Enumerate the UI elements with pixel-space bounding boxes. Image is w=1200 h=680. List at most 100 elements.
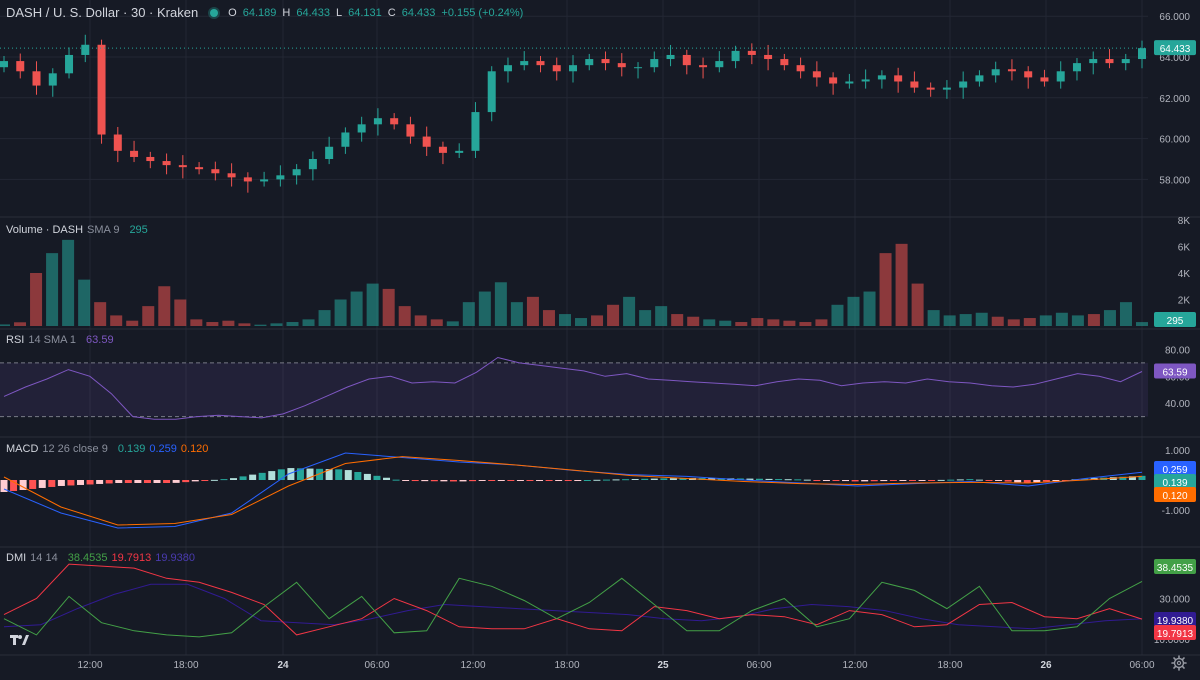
dmi-minus-badge: 19.7913 <box>1157 629 1194 640</box>
price-tick-label: 60.000 <box>1159 135 1190 146</box>
volume-bar <box>575 318 588 326</box>
candle-body <box>666 54 675 60</box>
macd-histogram-bar <box>115 480 123 483</box>
volume-bar <box>623 296 636 326</box>
macd-histogram-bar <box>966 479 974 481</box>
macd-histogram-bar <box>995 480 1003 481</box>
macd-histogram-bar <box>641 478 649 480</box>
candle-body <box>780 59 789 66</box>
volume-bar <box>687 316 700 326</box>
dmi-plus-value: 38.4535 <box>67 552 108 564</box>
macd-histogram-bar <box>411 480 419 482</box>
macd-histogram-bar <box>363 473 371 480</box>
volume-bar <box>767 319 780 326</box>
macd-histogram-bar <box>1052 480 1060 481</box>
volume-tick-label: 2K <box>1178 296 1191 307</box>
macd-histogram-bar <box>794 479 802 481</box>
macd-line-badge: 0.259 <box>1162 465 1187 476</box>
macd-histogram-bar <box>57 480 65 486</box>
macd-legend[interactable]: MACD 12 26 close 9 0.139 0.259 0.120 <box>6 443 208 455</box>
candle-body <box>650 59 659 68</box>
macd-histogram-bar <box>937 479 945 481</box>
volume-legend[interactable]: Volume · DASH SMA 9 295 <box>6 224 148 236</box>
macd-signal-value: 0.120 <box>180 443 209 455</box>
rsi-legend[interactable]: RSI 14 SMA 1 63.59 <box>6 334 114 346</box>
volume-bar <box>799 322 812 326</box>
macd-tick-label: 1.000 <box>1165 446 1190 457</box>
candle-body <box>731 50 740 62</box>
time-tick-label: 25 <box>657 660 669 671</box>
volume-bar <box>30 273 43 326</box>
macd-histogram-bar <box>832 480 840 481</box>
gear-icon[interactable] <box>1171 655 1187 671</box>
macd-params: 12 26 close 9 <box>42 443 108 455</box>
symbol-title[interactable]: DASH / U. S. Dollar · 30 · Kraken <box>6 5 199 20</box>
macd-histogram-bar <box>163 480 171 483</box>
volume-bar <box>719 320 732 326</box>
macd-histogram-bar <box>449 480 457 482</box>
macd-histogram-bar <box>755 478 763 480</box>
macd-histogram-bar <box>889 480 897 481</box>
macd-histogram-bar <box>956 479 964 481</box>
rsi-line <box>3 356 1143 420</box>
volume-bar <box>1039 315 1052 326</box>
candle-body <box>16 61 25 72</box>
macd-histogram-bar <box>746 478 754 480</box>
volume-bar <box>815 319 828 326</box>
macd-histogram-bar <box>38 480 46 488</box>
dmi-adx-value: 19.9380 <box>155 552 195 564</box>
candle-body <box>325 146 334 159</box>
volume-bar <box>879 253 892 326</box>
candle-body <box>829 77 838 84</box>
macd-histogram-bar <box>354 471 362 480</box>
rsi-badge-bg <box>1154 363 1196 379</box>
rsi-params: 14 SMA 1 <box>28 334 77 346</box>
tradingview-logo-icon[interactable] <box>9 630 29 650</box>
macd-tick-label: -1.000 <box>1162 506 1191 517</box>
candle-body <box>845 81 854 84</box>
candle-body <box>1007 69 1016 72</box>
candle-body <box>1089 59 1098 64</box>
macd-histogram-bar <box>191 480 199 482</box>
volume-bar <box>222 320 235 326</box>
macd-histogram-bar <box>899 480 907 481</box>
macd-signal-line <box>3 456 1143 526</box>
adx-line <box>3 583 1143 630</box>
open-label: O <box>228 6 237 19</box>
macd-histogram-bar <box>870 480 878 482</box>
volume-bar <box>398 306 411 326</box>
dmi-legend[interactable]: DMI 14 14 38.4535 19.7913 19.9380 <box>6 552 195 564</box>
price-tick-label: 62.000 <box>1159 94 1190 105</box>
volume-bar <box>1087 314 1100 326</box>
volume-bar <box>366 283 379 326</box>
macd-hist-value: 0.139 <box>117 443 146 455</box>
candle-body <box>65 54 74 74</box>
candle-body <box>682 54 691 66</box>
volume-bar <box>94 302 107 326</box>
macd-histogram-bar <box>803 479 811 481</box>
volume-params: SMA 9 <box>87 224 120 236</box>
volume-bar <box>911 283 924 326</box>
time-tick-label: 18:00 <box>937 660 962 671</box>
candle-body <box>699 65 708 68</box>
candle-body <box>503 65 512 72</box>
candle-body <box>975 75 984 82</box>
candle-body <box>1138 48 1146 60</box>
macd-histogram-bar <box>392 479 400 481</box>
candle-body <box>861 79 870 82</box>
macd-histogram-bar <box>1081 478 1089 480</box>
macd-histogram-bar <box>153 480 161 483</box>
dmi-name: DMI <box>6 552 27 564</box>
macd-histogram-bar <box>268 471 276 480</box>
macd-histogram-bar <box>593 479 601 481</box>
macd-histogram-bar <box>1138 475 1146 480</box>
candle-body <box>227 173 236 178</box>
volume-bar <box>607 304 620 326</box>
volume-bar <box>46 253 59 326</box>
candle-body <box>942 87 951 90</box>
rsi-badge: 63.59 <box>1162 367 1187 378</box>
candle-body <box>211 169 220 174</box>
macd-histogram-bar <box>210 479 218 481</box>
volume-bar <box>526 296 539 326</box>
